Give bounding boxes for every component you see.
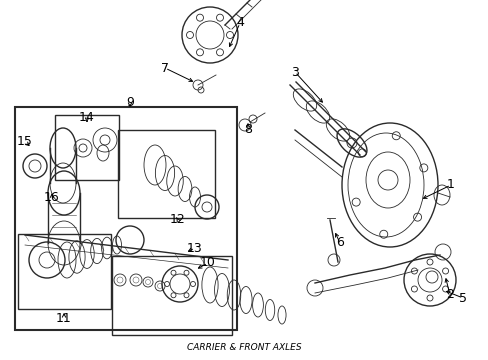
Bar (15, 107, 237, 330)
Text: CARRIER & FRONT AXLES: CARRIER & FRONT AXLES (186, 343, 301, 352)
Text: 1: 1 (446, 179, 454, 192)
Text: 3: 3 (290, 66, 298, 78)
Text: 7: 7 (161, 62, 169, 75)
Bar (55, 115, 119, 180)
Text: 2: 2 (445, 288, 453, 301)
Text: 5: 5 (458, 292, 466, 305)
Text: 9: 9 (126, 95, 134, 108)
Text: 14: 14 (79, 112, 95, 125)
Text: 8: 8 (244, 123, 251, 136)
Text: 13: 13 (187, 242, 203, 255)
Bar (118, 130, 215, 218)
Bar (112, 256, 231, 335)
Text: 6: 6 (335, 237, 343, 249)
Text: 10: 10 (200, 256, 216, 270)
Text: 16: 16 (44, 192, 60, 204)
Text: 12: 12 (170, 213, 185, 226)
Text: 4: 4 (236, 17, 244, 30)
Text: 15: 15 (17, 135, 33, 148)
Bar (18, 234, 111, 309)
Text: 11: 11 (56, 311, 72, 324)
